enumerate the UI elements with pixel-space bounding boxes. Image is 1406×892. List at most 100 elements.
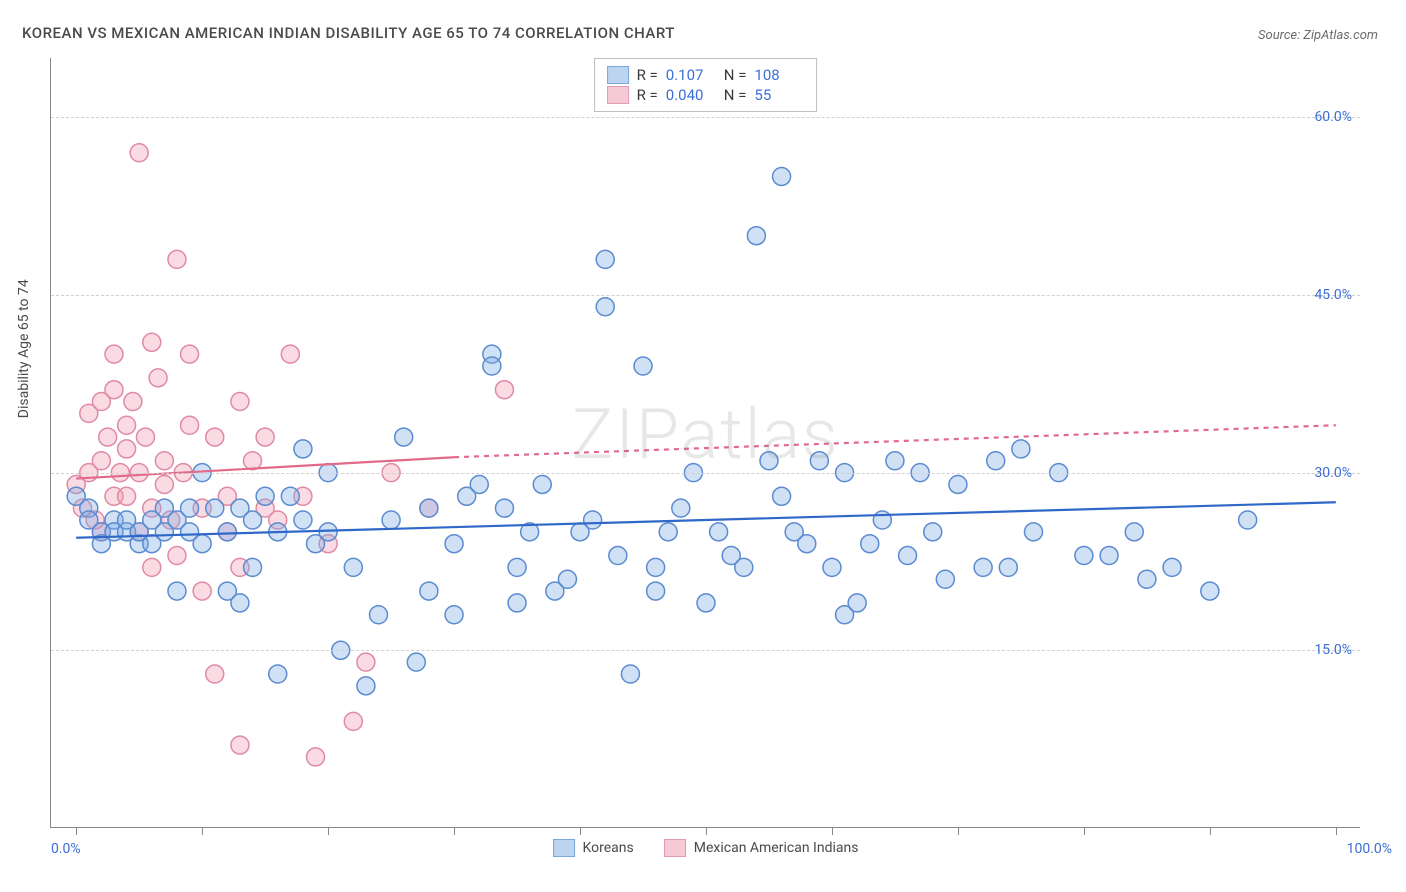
data-point — [495, 381, 513, 399]
chart-title: KOREAN VS MEXICAN AMERICAN INDIAN DISABI… — [22, 24, 675, 42]
data-point — [1239, 511, 1257, 529]
data-point — [445, 606, 463, 624]
data-point — [206, 499, 224, 517]
data-point — [370, 606, 388, 624]
data-point — [634, 357, 652, 375]
data-point — [281, 487, 299, 505]
data-point — [231, 594, 249, 612]
x-tick — [580, 827, 581, 835]
data-point — [949, 475, 967, 493]
data-point — [168, 250, 186, 268]
data-point — [710, 523, 728, 541]
data-point — [974, 558, 992, 576]
data-point — [244, 511, 262, 529]
r-value-2: 0.040 — [666, 86, 716, 104]
data-point — [596, 298, 614, 316]
data-point — [470, 475, 488, 493]
data-point — [861, 535, 879, 553]
data-point — [584, 511, 602, 529]
n-value-2: 55 — [754, 86, 804, 104]
data-point — [307, 748, 325, 766]
data-point — [105, 381, 123, 399]
data-point — [1025, 523, 1043, 541]
data-point — [1012, 440, 1030, 458]
r-value-1: 0.107 — [666, 66, 716, 84]
data-point — [773, 167, 791, 185]
data-point — [445, 535, 463, 553]
data-point — [508, 594, 526, 612]
legend-label-1: Koreans — [583, 840, 634, 856]
x-tick — [202, 827, 203, 835]
gridline — [51, 473, 1360, 474]
data-point — [105, 345, 123, 363]
data-point — [256, 428, 274, 446]
data-point — [155, 452, 173, 470]
x-tick — [706, 827, 707, 835]
data-point — [899, 547, 917, 565]
data-point — [193, 582, 211, 600]
x-max-label: 100.0% — [1347, 841, 1392, 857]
data-point — [181, 499, 199, 517]
data-point — [697, 594, 715, 612]
data-point — [609, 547, 627, 565]
data-point — [136, 428, 154, 446]
data-point — [382, 511, 400, 529]
data-point — [999, 558, 1017, 576]
scatter-svg — [51, 58, 1360, 827]
plot-area: R = 0.107 N = 108 R = 0.040 N = 55 ZIPat… — [50, 58, 1360, 828]
n-value-1: 108 — [754, 66, 804, 84]
data-point — [647, 558, 665, 576]
legend-label-2: Mexican American Indians — [694, 840, 859, 856]
bottom-legend: Koreans Mexican American Indians — [553, 839, 859, 857]
data-point — [1201, 582, 1219, 600]
data-point — [924, 523, 942, 541]
data-point — [483, 357, 501, 375]
data-point — [621, 665, 639, 683]
data-point — [672, 499, 690, 517]
data-point — [344, 558, 362, 576]
data-point — [168, 547, 186, 565]
data-point — [810, 452, 828, 470]
data-point — [130, 144, 148, 162]
data-point — [395, 428, 413, 446]
legend-item-2: Mexican American Indians — [664, 839, 859, 857]
data-point — [181, 345, 199, 363]
y-tick-label: 60.0% — [1314, 109, 1352, 125]
data-point — [420, 499, 438, 517]
x-tick — [832, 827, 833, 835]
data-point — [256, 487, 274, 505]
data-point — [206, 428, 224, 446]
data-point — [407, 653, 425, 671]
data-point — [294, 440, 312, 458]
x-tick — [958, 827, 959, 835]
data-point — [848, 594, 866, 612]
data-point — [181, 416, 199, 434]
data-point — [886, 452, 904, 470]
legend-swatch-2 — [664, 839, 686, 857]
data-point — [269, 665, 287, 683]
data-point — [1138, 570, 1156, 588]
data-point — [659, 523, 677, 541]
data-point — [873, 511, 891, 529]
n-label-1: N = — [724, 66, 747, 84]
data-point — [533, 475, 551, 493]
data-point — [420, 582, 438, 600]
data-point — [936, 570, 954, 588]
gridline — [51, 650, 1360, 651]
data-point — [231, 393, 249, 411]
data-point — [124, 393, 142, 411]
data-point — [155, 475, 173, 493]
data-point — [647, 582, 665, 600]
legend-swatch-1 — [553, 839, 575, 857]
data-point — [294, 511, 312, 529]
data-point — [798, 535, 816, 553]
data-point — [244, 452, 262, 470]
data-point — [143, 333, 161, 351]
data-point — [206, 665, 224, 683]
data-point — [344, 712, 362, 730]
n-label-2: N = — [724, 86, 747, 104]
data-point — [760, 452, 778, 470]
stats-row-2: R = 0.040 N = 55 — [607, 85, 805, 105]
y-tick-label: 15.0% — [1314, 642, 1352, 658]
data-point — [118, 416, 136, 434]
